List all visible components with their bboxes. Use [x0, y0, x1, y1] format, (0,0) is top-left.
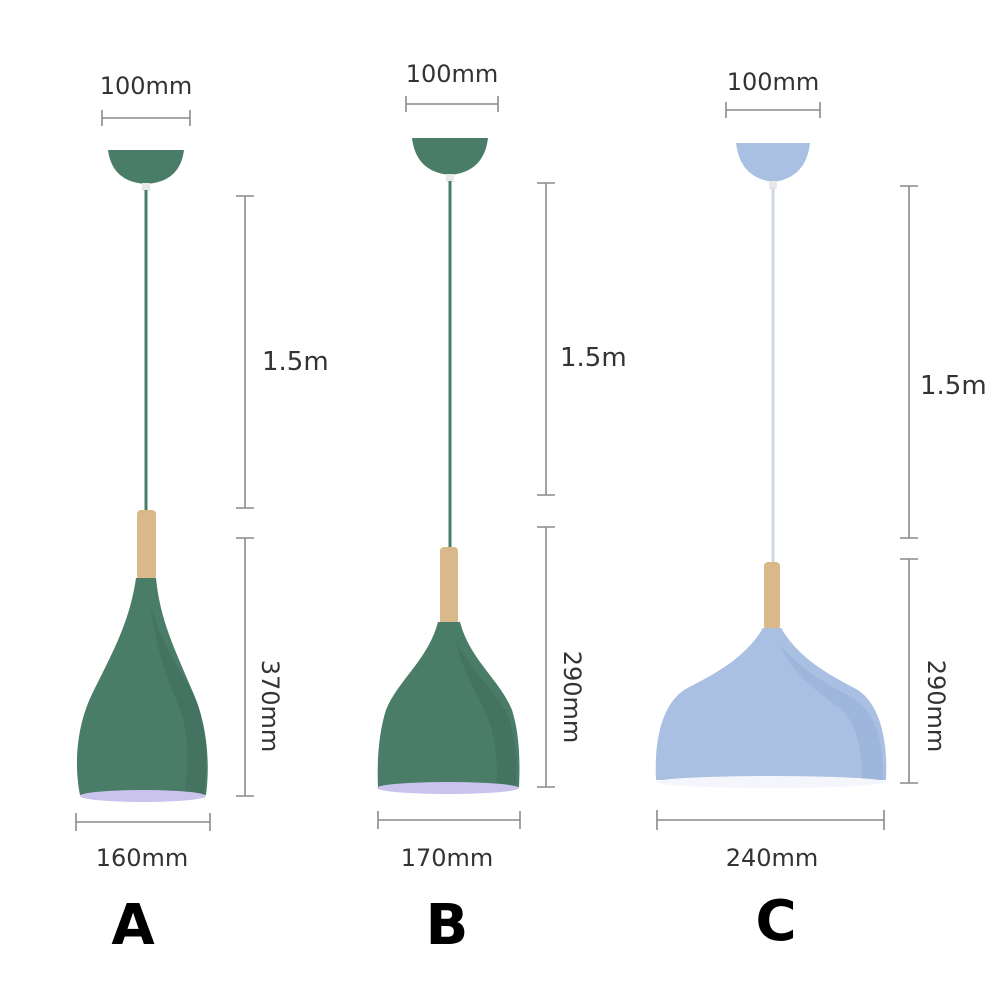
- lamp-c-cord-length-dimension: 1.5m: [900, 185, 987, 539]
- lamp-b-canopy-width-label: 100mm: [406, 60, 499, 88]
- lamp-a: 100mm 1.5m 370mm 16: [75, 72, 329, 958]
- lamp-a-cord-length-dimension: 1.5m: [236, 195, 329, 509]
- lamp-c-shade-height-dimension: 290mm: [900, 558, 950, 784]
- lamp-b-shade-shadow: [456, 640, 517, 787]
- lamp-c-canopy-width-dimension: 100mm: [725, 68, 821, 118]
- lamp-a-cord-length-label: 1.5m: [262, 347, 329, 377]
- lamp-c-shade-height-label: 290mm: [922, 660, 950, 753]
- lamp-b-canopy: [412, 138, 488, 175]
- lamp-a-shade-shadow: [150, 600, 207, 795]
- lamp-a-shade-width-label: 160mm: [96, 844, 189, 872]
- lamp-b-shade-width-dimension: 170mm: [377, 811, 521, 872]
- lamp-b-shade-height-label: 290mm: [558, 651, 586, 744]
- lamp-b-shade-height-dimension: 290mm: [537, 526, 586, 788]
- lamp-c-cord-length-label: 1.5m: [920, 371, 987, 401]
- lamp-a-shade-opening: [80, 790, 206, 802]
- lamp-b-letter: B: [426, 893, 469, 958]
- lamp-a-canopy-connector: [142, 183, 150, 191]
- lamp-c-canopy-width-label: 100mm: [727, 68, 820, 96]
- lamp-b-canopy-connector: [446, 174, 454, 182]
- lamp-c-shade-width-dimension: 240mm: [656, 810, 885, 872]
- lamp-c: 100mm 1.5m 290mm 240mm C: [655, 68, 987, 954]
- lamp-c-canopy-connector: [769, 181, 777, 189]
- lamp-a-shade-height-dimension: 370mm: [236, 537, 284, 797]
- lamp-a-canopy: [108, 150, 184, 184]
- lamp-b-canopy-width-dimension: 100mm: [405, 60, 499, 112]
- lamp-c-shade-shadow: [780, 645, 884, 780]
- lamp-b-shade-width-label: 170mm: [401, 844, 494, 872]
- lamp-b: 100mm 1.5m 290mm 170mm B: [377, 60, 627, 958]
- lamp-a-shade-height-label: 370mm: [256, 660, 284, 753]
- lamp-c-shade-width-label: 240mm: [726, 844, 819, 872]
- lamp-a-shade: [76, 578, 208, 795]
- lamp-b-shade: [377, 622, 520, 787]
- lamp-c-canopy: [736, 143, 810, 182]
- lamp-c-letter: C: [755, 889, 796, 954]
- lamp-b-shade-opening: [377, 782, 519, 794]
- lamp-a-letter: A: [111, 893, 155, 958]
- lamp-a-wood-socket: [137, 510, 156, 580]
- lamp-c-wood-socket: [764, 562, 780, 630]
- lamp-a-shade-width-dimension: 160mm: [75, 813, 211, 872]
- lamp-b-cord-length-label: 1.5m: [560, 343, 627, 373]
- lamp-b-cord-length-dimension: 1.5m: [537, 182, 627, 496]
- lamp-a-canopy-width-label: 100mm: [100, 72, 193, 100]
- lamp-c-shade-opening: [656, 776, 886, 788]
- lamp-b-wood-socket: [440, 547, 458, 625]
- lamp-c-shade: [655, 628, 887, 780]
- lamp-a-canopy-width-dimension: 100mm: [100, 72, 193, 126]
